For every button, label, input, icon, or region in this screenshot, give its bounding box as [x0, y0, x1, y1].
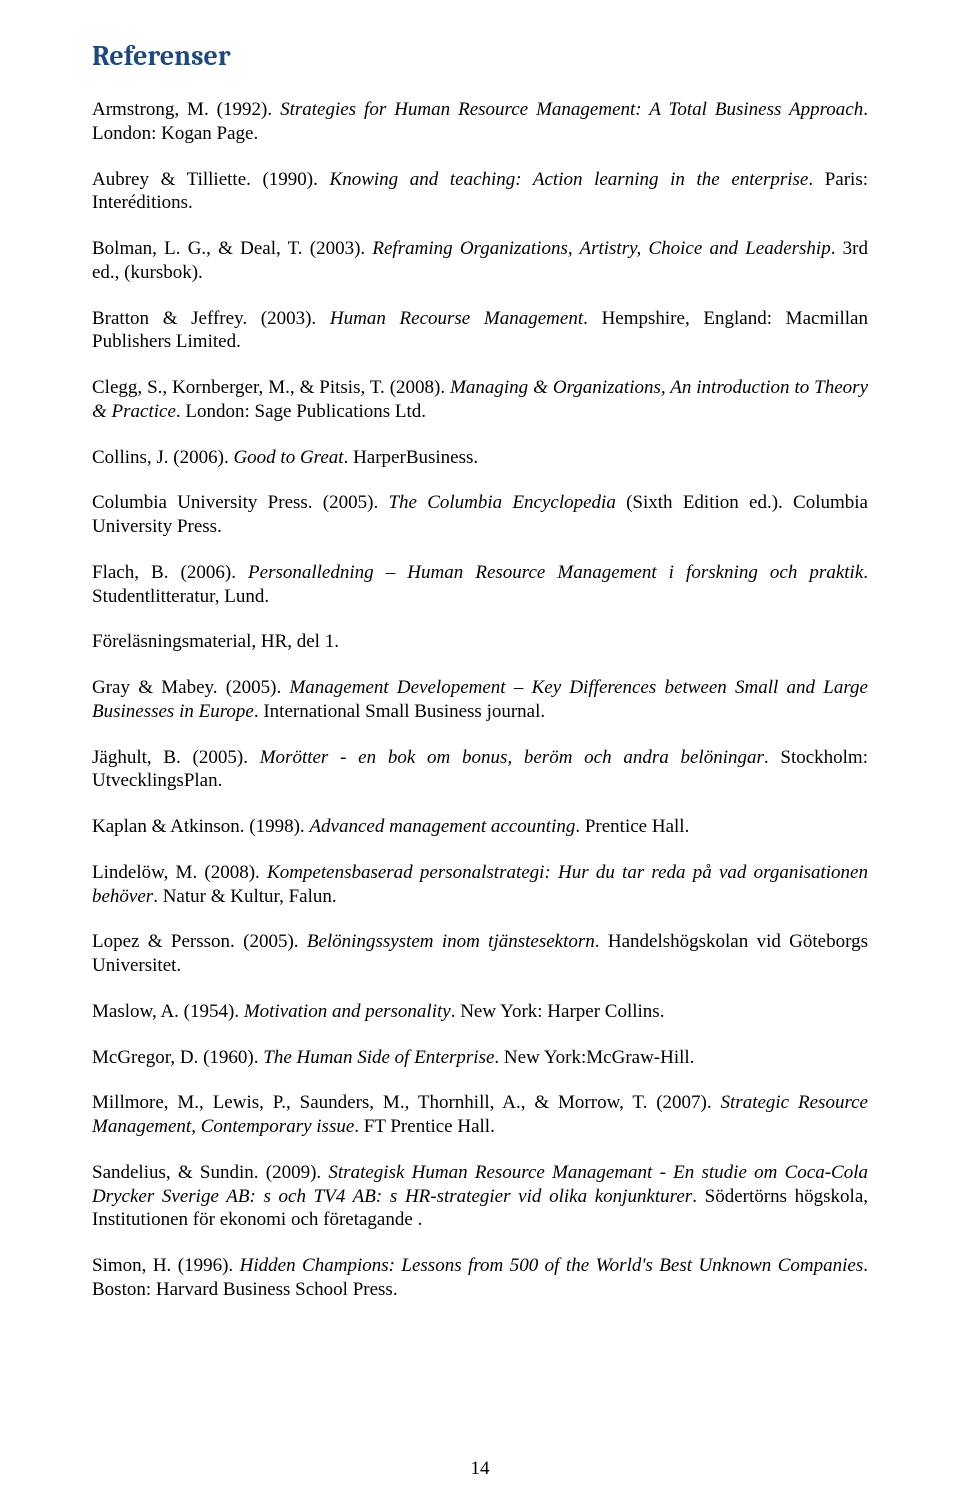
- reference-plain-b: . London: Sage Publications Ltd.: [176, 401, 426, 422]
- reference-entry: Clegg, S., Kornberger, M., & Pitsis, T. …: [92, 376, 868, 424]
- reference-entry: Collins, J. (2006). Good to Great. Harpe…: [92, 446, 868, 470]
- reference-entry: Armstrong, M. (1992). Strategies for Hum…: [92, 98, 868, 146]
- reference-entry: Lindelöw, M. (2008). Kompetensbaserad pe…: [92, 861, 868, 909]
- reference-plain-a: Bratton & Jeffrey. (2003).: [92, 308, 330, 329]
- reference-plain-a: Millmore, M., Lewis, P., Saunders, M., T…: [92, 1092, 721, 1113]
- reference-title-italic: Belöningssystem inom tjänstesektorn: [307, 931, 595, 952]
- reference-entry: Lopez & Persson. (2005). Belöningssystem…: [92, 930, 868, 978]
- reference-title-italic: Morötter - en bok om bonus, beröm och an…: [260, 747, 764, 768]
- reference-entry: Gray & Mabey. (2005). Management Develop…: [92, 676, 868, 724]
- reference-entry: Bolman, L. G., & Deal, T. (2003). Refram…: [92, 237, 868, 285]
- document-page: Referenser Armstrong, M. (1992). Strateg…: [0, 0, 960, 1508]
- reference-plain-a: Simon, H. (1996).: [92, 1255, 240, 1276]
- reference-entry: Jäghult, B. (2005). Morötter - en bok om…: [92, 746, 868, 794]
- reference-title-italic: Strategies for Human Resource Management…: [280, 99, 863, 120]
- reference-title-italic: Knowing and teaching: Action learning in…: [330, 169, 809, 190]
- reference-entry: Bratton & Jeffrey. (2003). Human Recours…: [92, 307, 868, 355]
- reference-plain-a: Clegg, S., Kornberger, M., & Pitsis, T. …: [92, 377, 450, 398]
- reference-title-italic: Personalledning – Human Resource Managem…: [248, 562, 863, 583]
- reference-plain-a: Maslow, A. (1954).: [92, 1001, 244, 1022]
- reference-plain-a: Collins, J. (2006).: [92, 447, 233, 468]
- reference-entry: Kaplan & Atkinson. (1998). Advanced mana…: [92, 815, 868, 839]
- reference-plain-a: Gray & Mabey. (2005).: [92, 677, 289, 698]
- reference-title-italic: The Human Side of Enterprise: [263, 1047, 494, 1068]
- reference-entry: Simon, H. (1996). Hidden Champions: Less…: [92, 1254, 868, 1302]
- reference-plain-b: . New York: Harper Collins.: [451, 1001, 665, 1022]
- reference-plain-a: Flach, B. (2006).: [92, 562, 248, 583]
- reference-plain-a: Armstrong, M. (1992).: [92, 99, 280, 120]
- reference-entry: Flach, B. (2006). Personalledning – Huma…: [92, 561, 868, 609]
- reference-plain-b: . HarperBusiness.: [344, 447, 479, 468]
- reference-title-italic: Advanced management accounting: [309, 816, 575, 837]
- reference-plain-a: Föreläsningsmaterial, HR, del 1.: [92, 631, 339, 652]
- reference-entry: Föreläsningsmaterial, HR, del 1.: [92, 630, 868, 654]
- reference-title-italic: Human Recourse Management: [330, 308, 583, 329]
- reference-title-italic: Good to Great: [233, 447, 343, 468]
- reference-plain-b: . Natur & Kultur, Falun.: [153, 886, 336, 907]
- reference-title-italic: Reframing Organizations, Artistry, Choic…: [372, 238, 830, 259]
- reference-title-italic: The Columbia Encyclopedia: [388, 492, 615, 513]
- reference-title-italic: Hidden Champions: Lessons from 500 of th…: [240, 1255, 864, 1276]
- reference-entry: McGregor, D. (1960). The Human Side of E…: [92, 1046, 868, 1070]
- reference-plain-b: . International Small Business journal.: [254, 701, 545, 722]
- reference-plain-a: Aubrey & Tilliette. (1990).: [92, 169, 330, 190]
- reference-plain-a: Bolman, L. G., & Deal, T. (2003).: [92, 238, 372, 259]
- reference-plain-a: Sandelius, & Sundin. (2009).: [92, 1162, 328, 1183]
- reference-entry: Sandelius, & Sundin. (2009). Strategisk …: [92, 1161, 868, 1232]
- reference-plain-a: McGregor, D. (1960).: [92, 1047, 263, 1068]
- reference-plain-b: . Prentice Hall.: [575, 816, 689, 837]
- reference-entry: Aubrey & Tilliette. (1990). Knowing and …: [92, 168, 868, 216]
- reference-list: Armstrong, M. (1992). Strategies for Hum…: [92, 98, 868, 1302]
- reference-plain-a: Columbia University Press. (2005).: [92, 492, 388, 513]
- reference-plain-a: Lopez & Persson. (2005).: [92, 931, 307, 952]
- page-number: 14: [0, 1458, 960, 1480]
- reference-plain-a: Jäghult, B. (2005).: [92, 747, 260, 768]
- reference-plain-b: . FT Prentice Hall.: [354, 1116, 495, 1137]
- reference-title-italic: Motivation and personality: [244, 1001, 451, 1022]
- reference-entry: Maslow, A. (1954). Motivation and person…: [92, 1000, 868, 1024]
- reference-entry: Columbia University Press. (2005). The C…: [92, 491, 868, 539]
- section-heading: Referenser: [92, 40, 868, 72]
- reference-plain-a: Kaplan & Atkinson. (1998).: [92, 816, 309, 837]
- reference-plain-a: Lindelöw, M. (2008).: [92, 862, 267, 883]
- reference-plain-b: . New York:McGraw-Hill.: [494, 1047, 694, 1068]
- reference-entry: Millmore, M., Lewis, P., Saunders, M., T…: [92, 1091, 868, 1139]
